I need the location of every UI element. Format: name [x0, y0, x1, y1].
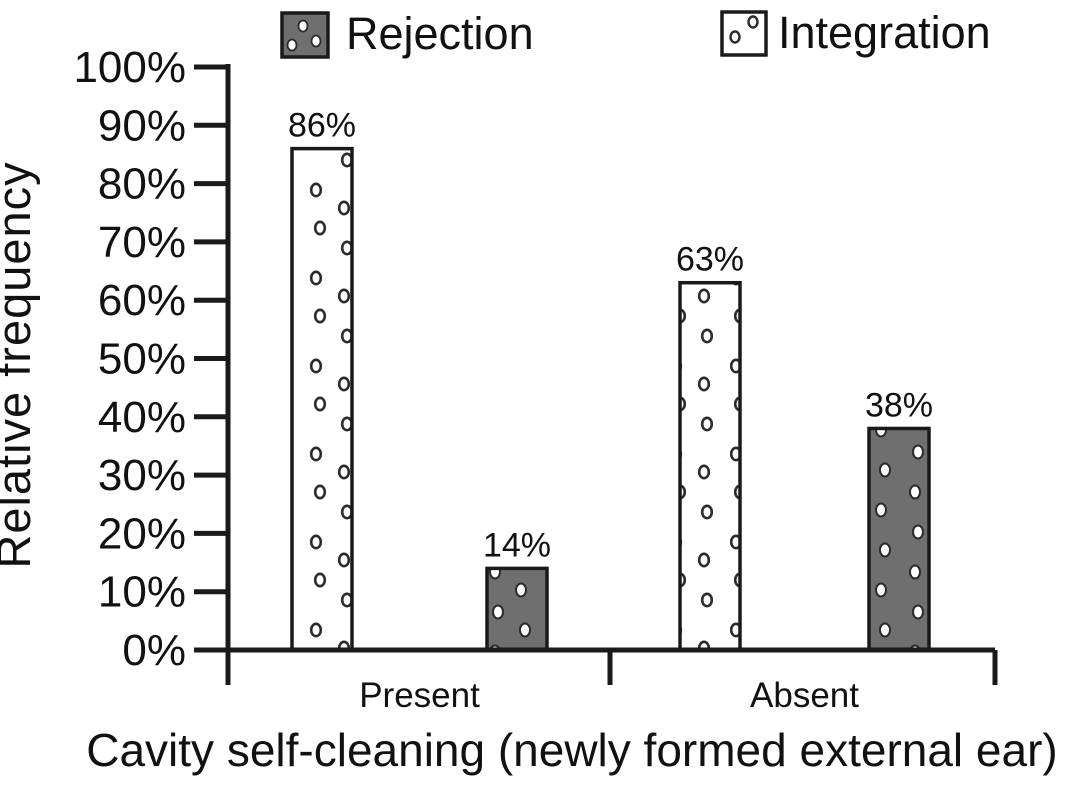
- y-tick-label: 10%: [98, 568, 186, 617]
- bars-group: 86% 14% 63% 38%: [288, 107, 933, 652]
- y-tick-label: 20%: [98, 509, 186, 558]
- bar-value-label: 38%: [865, 386, 933, 424]
- legend-swatch-dot: [729, 30, 741, 44]
- legend-swatch-rejection: [280, 11, 330, 59]
- x-tick-label-absent: Absent: [750, 676, 859, 715]
- bar-absent-integration: [678, 280, 742, 652]
- y-tick-label: 50%: [98, 335, 186, 384]
- x-tick-label-present: Present: [359, 676, 480, 715]
- legend-swatch-dot: [747, 15, 759, 29]
- y-tick-label: 100%: [73, 43, 186, 92]
- legend-swatch-dot: [286, 38, 298, 52]
- bar-present-integration: [290, 146, 354, 652]
- bar-absent-rejection: [867, 426, 931, 652]
- bar-value-label: 14%: [483, 526, 551, 564]
- legend-swatch-dot: [297, 19, 309, 33]
- legend-swatch-integration: [720, 10, 768, 57]
- bar-value-label: 86%: [288, 107, 356, 145]
- bar-present-rejection: [485, 566, 549, 652]
- y-tick-label: 90%: [98, 101, 186, 150]
- y-axis-ticks: 0% 10% 20% 30% 40% 50% 60% 70% 80% 90% 100%: [73, 43, 228, 675]
- legend: Rejection Integration: [280, 7, 991, 59]
- y-tick-label: 0%: [122, 626, 186, 675]
- y-tick-label: 40%: [98, 393, 186, 442]
- legend-swatch-dot: [310, 34, 322, 48]
- axes: [225, 64, 998, 685]
- x-category-labels: Present Absent: [359, 676, 859, 715]
- y-tick-label: 60%: [98, 276, 186, 325]
- legend-label-rejection: Rejection: [346, 8, 534, 59]
- y-tick-label: 80%: [98, 160, 186, 209]
- x-axis-title: Cavity self-cleaning (newly formed exter…: [86, 724, 1058, 776]
- y-axis-title: Relative frequency: [0, 161, 40, 568]
- bar-value-label: 63%: [676, 241, 744, 279]
- y-tick-label: 30%: [98, 451, 186, 500]
- legend-label-integration: Integration: [778, 7, 991, 58]
- y-tick-label: 70%: [98, 218, 186, 267]
